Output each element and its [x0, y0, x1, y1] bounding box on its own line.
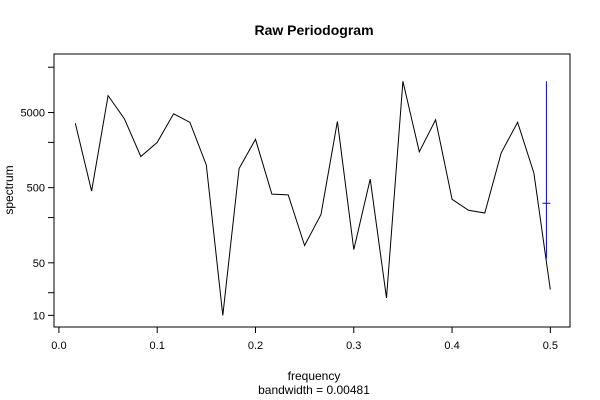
- x-axis: 0.0 0.1 0.2 0.3 0.4 0.5: [51, 326, 558, 352]
- y-tick-label: 50: [33, 258, 45, 270]
- x-axis-label: frequency: [288, 369, 341, 383]
- y-tick-label: 10: [33, 310, 45, 322]
- y-axis: 10 50 500 5000: [21, 66, 55, 322]
- x-tick-label: 0.3: [346, 340, 361, 352]
- x-tick-label: 0.1: [150, 340, 165, 352]
- periodogram-line: [74, 81, 551, 316]
- y-tick-label: 5000: [21, 107, 45, 119]
- series-layer: [74, 81, 551, 316]
- x-tick-label: 0.5: [543, 340, 558, 352]
- x-tick-label: 0.2: [248, 340, 263, 352]
- y-tick-label: 500: [27, 183, 45, 195]
- x-axis-sublabel: bandwidth = 0.00481: [258, 383, 370, 397]
- y-axis-label: spectrum: [2, 165, 16, 214]
- confidence-interval-bar: [542, 81, 551, 259]
- plot-frame: [53, 53, 571, 328]
- chart-title: Raw Periodogram: [254, 22, 373, 38]
- x-tick-label: 0.4: [444, 340, 459, 352]
- x-tick-label: 0.0: [51, 340, 66, 352]
